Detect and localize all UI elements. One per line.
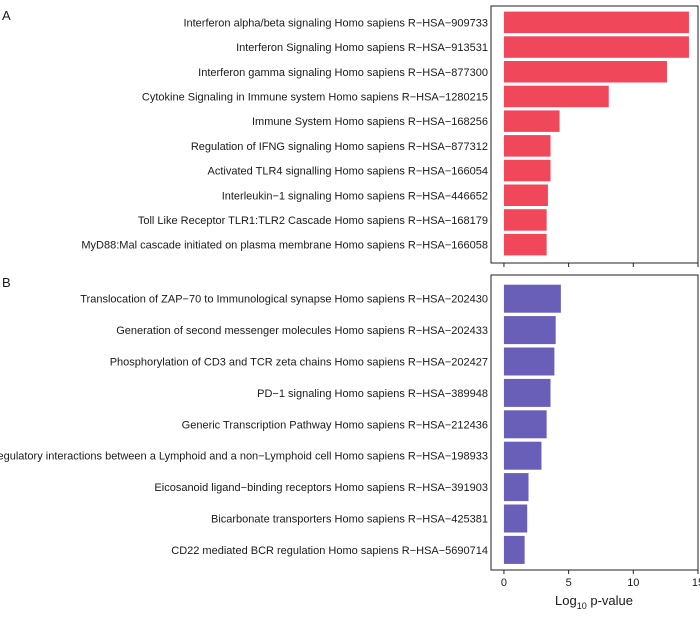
panel-b-bar-7 — [503, 473, 529, 502]
panel-b-category-label-3: Phosphorylation of CD3 and TCR zeta chai… — [110, 357, 488, 369]
panel-a-category-label-8: Interleukin−1 signaling Homo sapiens R−H… — [222, 190, 488, 202]
panel-a-bar-8 — [503, 184, 548, 206]
panel-b-frame — [490, 274, 699, 571]
panel-b-bar-9 — [503, 535, 525, 564]
panel-b-category-label-9: CD22 mediated BCR regulation Homo sapien… — [171, 545, 488, 557]
panel-a-bar-5 — [503, 110, 560, 132]
panel-a-bar-7 — [503, 159, 551, 182]
panel-a-category-label-1: Interferon alpha/beta signaling Homo sap… — [183, 17, 488, 29]
panel-b-labels: Translocation of ZAP−70 to Immunological… — [0, 294, 488, 557]
panel-a-category-label-6: Regulation of IFNG signaling Homo sapien… — [191, 141, 488, 153]
x-tick-label-15: 15 — [692, 577, 700, 589]
panel-b-category-label-1: Translocation of ZAP−70 to Immunological… — [80, 294, 488, 306]
panel-a-ticks — [503, 263, 699, 267]
panel-a-letter: A — [2, 8, 11, 23]
panel-a-labels: Interferon alpha/beta signaling Homo sap… — [81, 17, 488, 251]
x-tick-label-0: 0 — [501, 577, 507, 589]
panel-b-ticks: 0 5 10 15 — [501, 570, 700, 589]
panel-a-category-label-4: Cytokine Signaling in Immune system Homo… — [142, 91, 488, 103]
panel-a-category-label-7: Activated TLR4 signalling Homo sapiens R… — [208, 166, 488, 178]
x-tick-label-10: 10 — [627, 577, 639, 589]
panel-b-bar-5 — [503, 410, 547, 439]
panel-b-bar-8 — [503, 504, 528, 533]
panel-a-category-label-5: Immune System Homo sapiens R−HSA−168256 — [252, 116, 488, 128]
panel-a-category-label-2: Interferon Signaling Homo sapiens R−HSA−… — [236, 42, 488, 54]
panel-b-bar-3 — [503, 347, 555, 376]
panel-a-category-label-3: Interferon gamma signaling Homo sapiens … — [198, 67, 488, 79]
panel-a-category-label-9: Toll Like Receptor TLR1:TLR2 Cascade Hom… — [138, 215, 488, 227]
panel-b-bar-1 — [503, 284, 561, 313]
panel-b-bar-4 — [503, 378, 551, 407]
panel-b-category-label-2: Generation of second messenger molecules… — [116, 325, 488, 337]
x-axis-label: Log10 p-value — [555, 593, 633, 611]
panel-a-bars — [503, 11, 689, 256]
panel-a-bar-9 — [503, 209, 547, 231]
panel-a-category-label-10: MyD88:Mal cascade initiated on plasma me… — [81, 240, 488, 252]
panel-a-frame — [490, 5, 699, 264]
panel-a-bar-3 — [503, 61, 667, 83]
panel-b-bar-2 — [503, 316, 556, 345]
panel-b-letter: B — [2, 275, 11, 290]
x-tick-label-5: 5 — [566, 577, 572, 589]
panel-b-category-label-6: Immunoregulatory interactions between a … — [0, 451, 488, 463]
panel-a-bar-4 — [503, 85, 609, 108]
panel-b-category-label-7: Eicosanoid ligand−binding receptors Homo… — [154, 482, 488, 494]
panel-a-bar-10 — [503, 233, 547, 256]
panel-b-category-label-8: Bicarbonate transporters Homo sapiens R−… — [211, 514, 488, 526]
panel-a-bar-6 — [503, 135, 551, 157]
panel-b-category-label-4: PD−1 signaling Homo sapiens R−HSA−389948 — [257, 388, 488, 400]
panel-b-bar-6 — [503, 441, 542, 470]
panel-a-bar-1 — [503, 11, 689, 34]
panel-b-category-label-5: Generic Transcription Pathway Homo sapie… — [182, 419, 488, 431]
panel-b-bars — [503, 284, 561, 564]
panel-a-bar-2 — [503, 36, 689, 58]
